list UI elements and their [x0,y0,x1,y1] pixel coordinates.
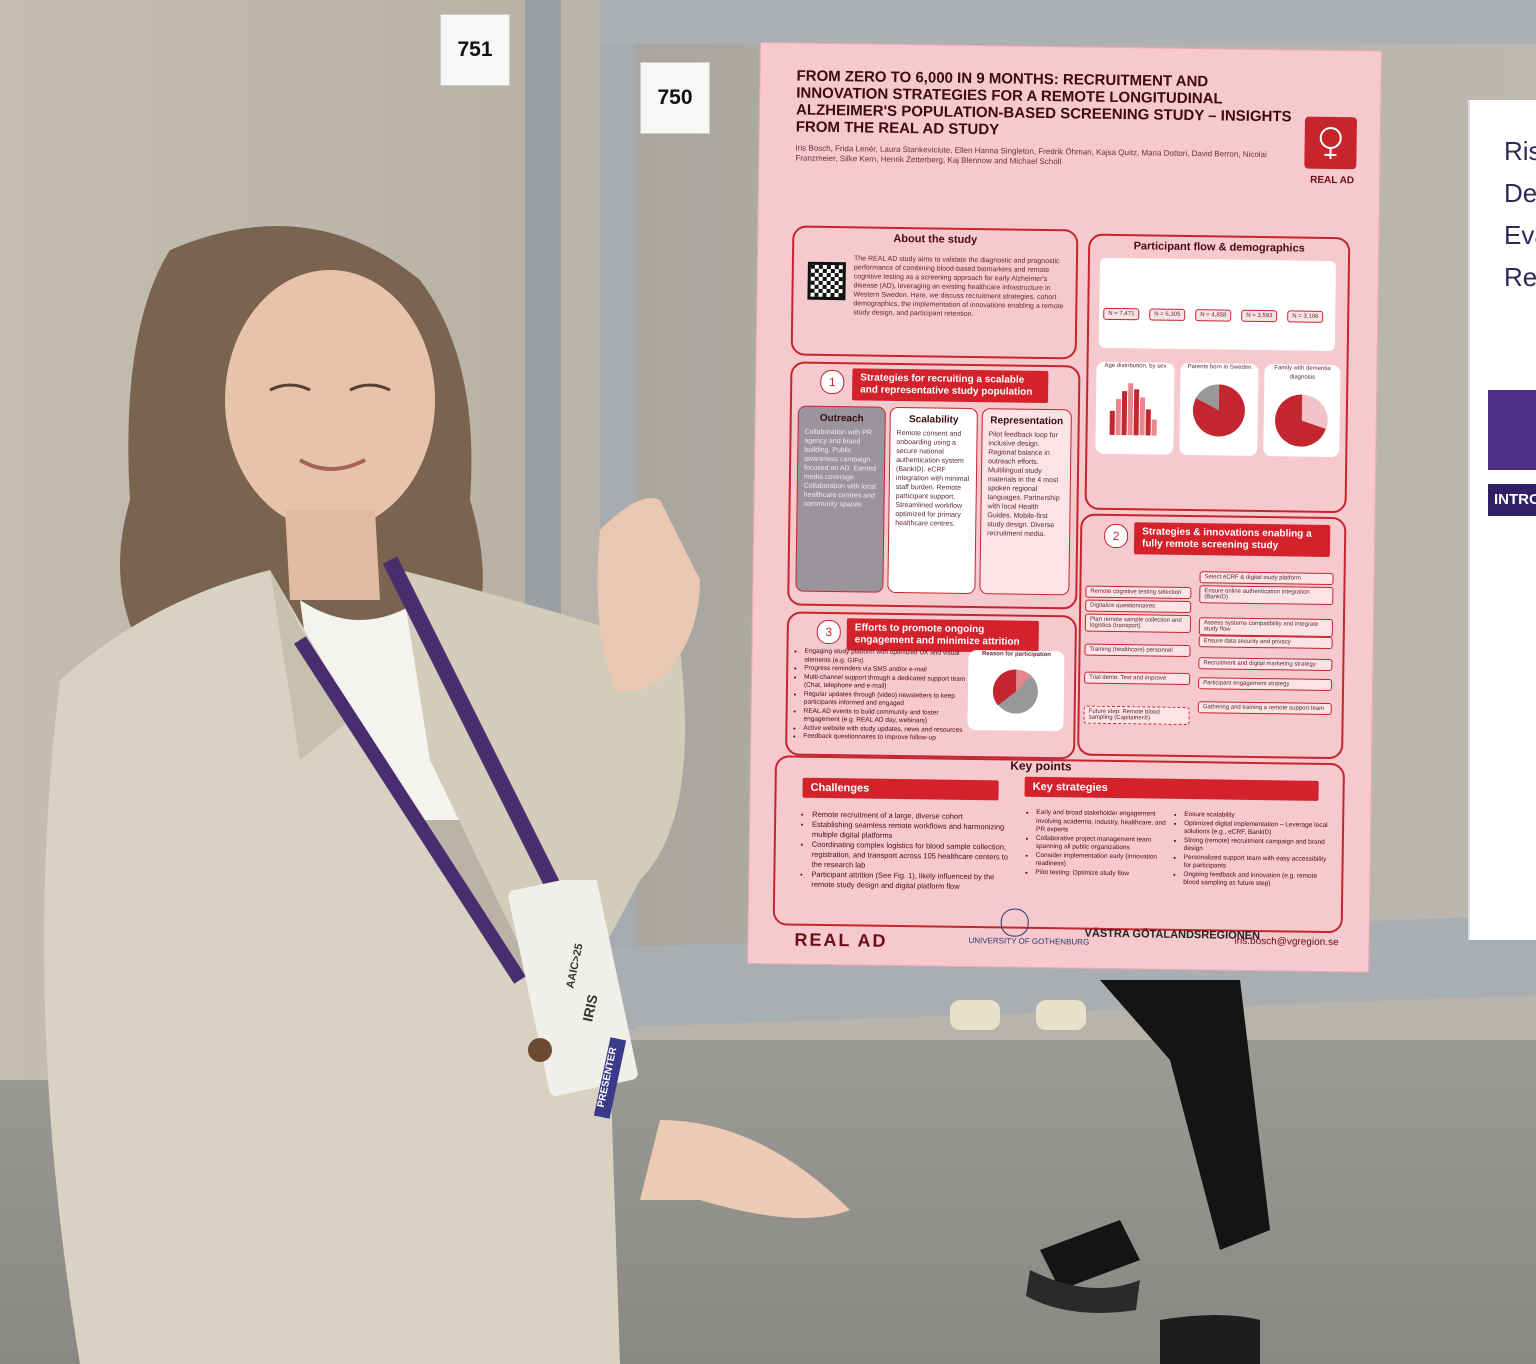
strategies-list-right: Ensure scalability Optimized digital imp… [1171,811,1334,890]
poster: FROM ZERO TO 6,000 IN 9 MONTHS: RECRUITM… [747,42,1382,973]
list-item: Ongoing feedback and innovation (e.g. re… [1183,870,1333,889]
flow-step: Remote cognitive testing selection [1085,585,1192,600]
family-pie [1275,394,1328,447]
flow-step: Select eCRF & digital study platform [1199,571,1334,586]
neighbor-poster: Ris De Eva Re INTRO [1468,100,1536,940]
flow-step: Ensure online authentication integration… [1199,585,1334,606]
parents-pie [1192,384,1245,437]
university-seal-icon [1000,908,1029,937]
representation-title: Representation [990,415,1064,428]
flow-count: N = 3,106 [1287,310,1324,323]
flow-step: Recruitment and digital marketing strate… [1198,657,1333,672]
neighbor-poster-title: Ris De Eva Re [1504,136,1536,292]
flow-count: N = 6,305 [1149,308,1186,321]
list-item: Pilot testing: Optimize study flow [1035,868,1171,878]
list-item: Optimized digital implementation – Lever… [1184,819,1334,838]
board-frame-top [600,0,1536,44]
flow-step: Assess systems compatibility and integra… [1198,617,1333,638]
presenter [44,226,850,1364]
key-strategies-heading: Key strategies [1024,776,1319,801]
real-ad-logo-icon [1304,116,1358,170]
section2-number: 2 [1103,523,1129,549]
age-bars [1109,383,1157,436]
reason-pie [992,669,1038,714]
list-item: Early and broad stakeholder engagement i… [1036,809,1172,836]
footer-email: iris.bosch@vgregion.se [1234,935,1339,949]
footer-university: UNIVERSITY OF GOTHENBURG [968,935,1090,947]
booth-number-750: 750 [640,62,710,134]
list-item: Personalized support team with easy acce… [1183,853,1333,872]
booth-number-751: 751 [440,14,510,86]
flow-step: Participant engagement strategy [1198,677,1333,692]
flow-count: N = 4,858 [1195,309,1232,322]
neighbor-poster-purple-box [1488,390,1536,470]
flow-step: Digitalize questionnaires [1085,599,1192,614]
representation-column: Representation Pilot feedback loop for i… [979,408,1072,596]
strategies-list-left: Early and broad stakeholder engagement i… [1023,809,1172,879]
flow-count: N = 7,471 [1103,307,1140,321]
flow-step: Training (healthcare) personnel [1084,643,1191,658]
chart-title: Family with dementia diagnosis [1274,365,1331,381]
participant-flow-panel: Participant flow & demographics N = 7,47… [1084,233,1351,514]
section2-heading: Strategies & innovations enabling a full… [1133,522,1331,558]
scalability-text: Remote consent and onboarding using a se… [895,429,970,528]
age-distribution-chart: Age distribution, by sex [1095,361,1175,455]
participant-flow-heading: Participant flow & demographics [1133,240,1305,255]
representation-text: Pilot feedback loop for inclusive design… [987,431,1060,539]
section3-panel: 3 Efforts to promote ongoing engagement … [785,611,1078,760]
section2-panel: 2 Strategies & innovations enabling a fu… [1077,513,1347,760]
flow-diagram: N = 7,471 N = 6,305 N = 4,858 N = 3,593 … [1098,257,1336,352]
parents-born-chart: Parents born in Sweden [1179,362,1259,456]
flow-step: Gathering and training a remote support … [1197,701,1332,716]
logo-label: REAL AD [1310,174,1355,187]
flow-step: Ensure data security and privacy [1198,635,1333,650]
flow-step: Trial demo: Test and improve [1084,671,1191,686]
flow-step: Future step: Remote blood sampling (Capi… [1083,705,1190,726]
list-item: Strong (remote) recruitment campaign and… [1184,836,1334,855]
scalability-column: Scalability Remote consent and onboardin… [887,406,978,595]
list-item: Collaborative project management team sp… [1036,834,1172,853]
flow-step: Plan remote sample collection and logist… [1084,613,1192,634]
neighbor-poster-intro: INTRO [1488,484,1536,516]
background-people-legs [950,980,1270,1364]
family-dementia-chart: Family with dementia diagnosis [1263,364,1341,458]
reason-chart: Reason for participation [967,649,1065,732]
list-item: Consider implementation early (innovatio… [1035,851,1171,870]
flow-count: N = 3,593 [1241,309,1278,323]
